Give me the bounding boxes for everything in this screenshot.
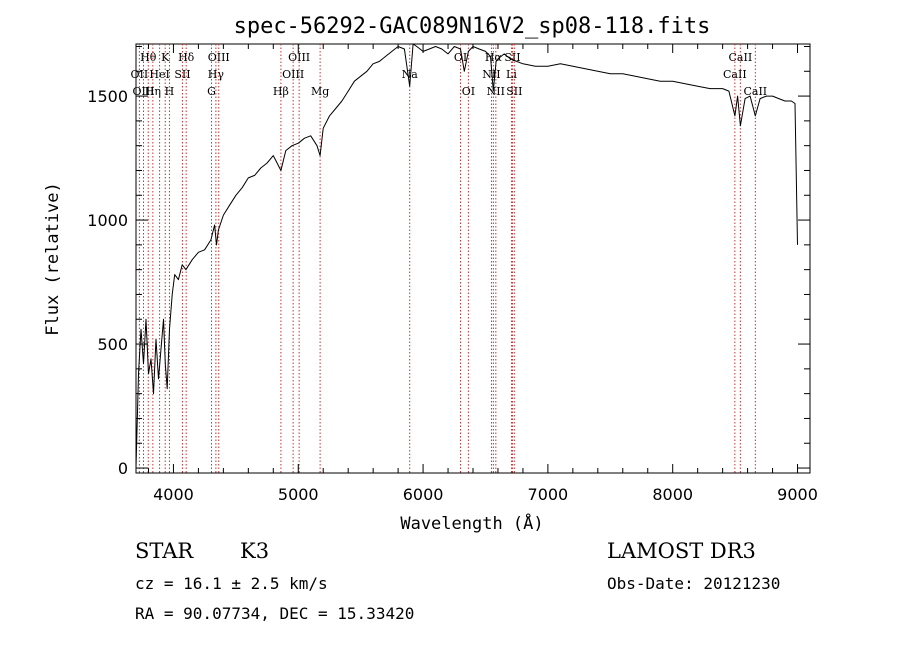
x-tick-label: 4000	[153, 485, 194, 504]
line-label-17: OI	[454, 51, 467, 64]
x-tick-label: 7000	[528, 485, 569, 504]
redshift-velocity: cz = 16.1 ± 2.5 km/s	[135, 574, 328, 593]
y-axis-ticks: 0 500 1000 1500	[87, 45, 810, 478]
line-label-14: Hβ	[273, 85, 289, 98]
object-subclass: K3	[240, 539, 269, 563]
survey-name: LAMOST DR3	[607, 539, 756, 563]
line-label-6: Hδ	[178, 51, 195, 64]
coordinates: RA = 90.07734, DEC = 15.33420	[135, 604, 414, 623]
plot-frame	[135, 43, 811, 474]
line-label-9: OIII	[208, 51, 230, 64]
y-tick-label: 1000	[87, 211, 128, 230]
line-label-15: Mg	[311, 85, 329, 98]
spectrum-line	[135, 43, 798, 469]
line-label-3: K	[161, 51, 170, 64]
x-tick-label: 9000	[777, 485, 818, 504]
y-axis-label: Flux (relative)	[43, 182, 63, 336]
y-tick-label: 1500	[87, 87, 128, 106]
y-tick-label: 500	[97, 335, 128, 354]
spectral-line-labels: Hθ OII OIII K HeI Hη Hδ SII H OIII Hγ G OIII OIII Hβ Mg…	[131, 51, 768, 98]
line-label-25: CaII	[729, 51, 753, 64]
spectral-line-markers	[138, 44, 756, 473]
x-tick-label: 6000	[403, 485, 444, 504]
line-label-10: Hγ	[208, 68, 225, 81]
x-axis-ticks: 4000 5000 6000 7000 8000 9000	[147, 44, 818, 504]
y-tick-label: 0	[118, 459, 128, 478]
line-label-20: SII	[504, 51, 520, 64]
line-label-5: Hη	[145, 85, 161, 98]
line-label-27: CaII	[743, 85, 767, 98]
line-label-18: OI	[462, 85, 475, 98]
line-label-23: NII	[487, 85, 505, 98]
line-label-11: G	[207, 85, 216, 98]
spectrum-series	[135, 43, 798, 469]
object-class: STAR	[135, 539, 194, 563]
line-label-4: HeI	[149, 68, 169, 81]
line-label-24: SII	[506, 85, 522, 98]
line-label-1: OII	[131, 68, 149, 81]
line-label-16: Na	[402, 68, 419, 81]
x-tick-label: 5000	[278, 485, 319, 504]
line-label-7: SII	[174, 68, 190, 81]
line-label-8: H	[165, 85, 175, 98]
line-label-26: CaII	[723, 68, 747, 81]
line-label-0: Hθ	[140, 51, 157, 64]
chart-title: spec-56292-GAC089N16V2_sp08-118.fits	[234, 14, 711, 39]
line-label-2: OIII	[132, 85, 154, 98]
line-label-22: Li	[506, 68, 517, 81]
observation-date: Obs-Date: 20121230	[607, 574, 780, 593]
line-label-13: OIII	[282, 68, 304, 81]
x-axis-label: Wavelength (Å)	[400, 512, 543, 534]
x-tick-label: 8000	[652, 485, 693, 504]
line-label-19: Hα	[485, 51, 503, 64]
line-label-12: OIII	[288, 51, 310, 64]
